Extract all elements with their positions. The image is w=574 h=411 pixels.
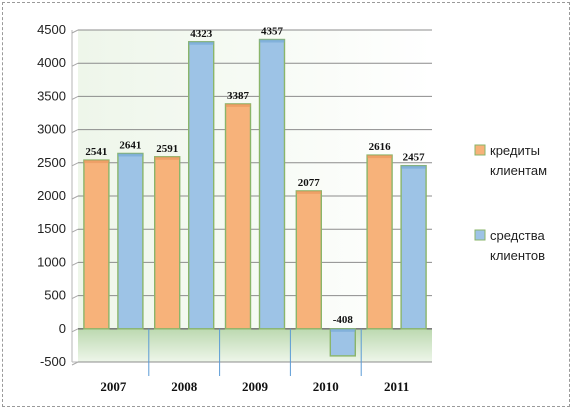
y-axis: -500 0 500 1000 1500 2000 2500 3000 3500 4000 4500: [37, 22, 66, 369]
data-label: 2457: [403, 152, 426, 164]
x-tick-label: 2009: [242, 379, 269, 394]
bar-cap: [188, 41, 214, 45]
data-label: 2077: [298, 177, 321, 189]
x-axis: 2007 2008 2009 2010 2011: [100, 328, 409, 394]
legend-swatch: [474, 229, 486, 241]
y-tick-label: 1000: [37, 254, 66, 269]
y-tick-label: 0: [59, 321, 66, 336]
data-label: 2541: [85, 146, 107, 158]
data-label: -408: [333, 314, 354, 326]
data-label: 2616: [369, 141, 392, 153]
gridline-perspective: [71, 162, 79, 167]
data-label: 4323: [190, 28, 213, 40]
bar-loans-2007: [83, 159, 110, 330]
x-tick-label: 2008: [171, 379, 198, 394]
bar-deposits-2007: [117, 152, 144, 330]
gridline-perspective: [71, 62, 79, 67]
data-labels: 2541 2591 3387 2077 2616 2641 4323 4357 -408 2457: [85, 25, 425, 325]
bar-cap: [401, 165, 427, 169]
bar-cap: [225, 103, 251, 107]
data-label: 2641: [119, 139, 141, 151]
bar-cap: [259, 39, 285, 43]
gridline-perspective: [71, 328, 79, 333]
y-tick-label: 3500: [37, 88, 66, 103]
y-tick-label: 3000: [37, 122, 66, 137]
x-tick-label: 2011: [384, 379, 409, 394]
gridline-perspective: [71, 129, 79, 134]
data-label: 3387: [227, 90, 250, 102]
bar-loans-2008: [153, 156, 181, 330]
plot-floor: [78, 328, 432, 362]
legend-label-line2: клиентов: [490, 248, 545, 263]
bar-deposits-2009: [258, 38, 286, 330]
gridline-perspective: [71, 261, 79, 266]
y-tick-label: -500: [40, 354, 66, 369]
bar-loans-2010: [295, 190, 322, 330]
legend-label: кредиты: [490, 143, 540, 158]
gridline-perspective: [71, 361, 79, 366]
y-tick-label: 500: [44, 288, 66, 303]
x-tick-label: 2010: [313, 379, 339, 394]
data-label: 4357: [261, 25, 284, 37]
bar-deposits-2010: [329, 328, 356, 357]
data-label: 2591: [156, 143, 178, 155]
legend-label: средства: [490, 228, 545, 243]
y-tick-label: 4500: [37, 22, 66, 37]
gridline-perspective: [71, 29, 79, 34]
bar-loans-2011: [366, 154, 393, 330]
y-tick-label: 2000: [37, 188, 66, 203]
bar-cap: [83, 160, 109, 164]
bar-cap: [117, 153, 143, 157]
bar-cap: [296, 190, 322, 194]
x-tick-label: 2007: [100, 379, 127, 394]
legend-label-line2: клиентам: [490, 163, 547, 178]
bar-cap: [154, 156, 180, 160]
bar-deposits-2011: [400, 164, 427, 330]
bar-cap: [367, 155, 393, 159]
y-tick-label: 4000: [37, 55, 66, 70]
gridline-perspective: [71, 195, 79, 200]
gridline-perspective: [71, 95, 79, 100]
bars: [83, 38, 427, 357]
bar-cap: [330, 328, 356, 332]
legend: кредиты клиентам средства клиентов: [474, 143, 547, 263]
bar-deposits-2008: [187, 41, 215, 330]
gridline-perspective: [71, 295, 79, 300]
bar-loans-2009: [224, 103, 252, 330]
gridline-perspective: [71, 228, 79, 233]
y-tick-label: 2500: [37, 155, 66, 170]
legend-swatch: [474, 144, 486, 156]
y-tick-label: 1500: [37, 221, 66, 236]
